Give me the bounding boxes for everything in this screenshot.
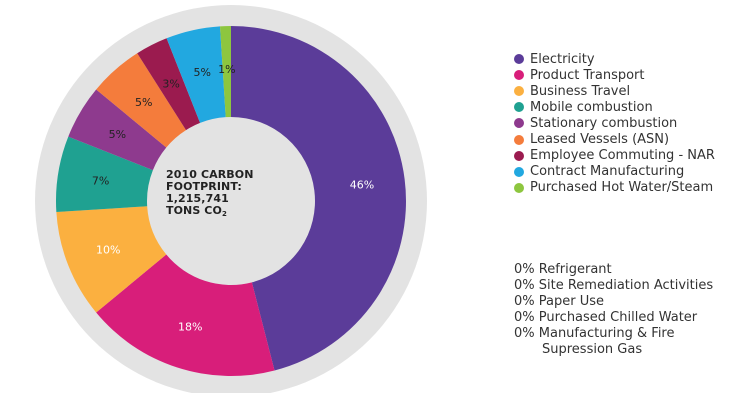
zero-item-label: 0% Manufacturing & Fire: [514, 326, 675, 342]
legend-swatch: [514, 150, 524, 161]
legend-swatch: [514, 70, 524, 81]
zero-item-label: 0% Refrigerant: [514, 262, 612, 277]
legend-item: Stationary combustion: [514, 115, 715, 131]
slice-purchased-hot-water-steam: [220, 26, 231, 118]
legend-swatch: [514, 166, 524, 177]
center-label-line3: 1,215,741: [166, 192, 229, 205]
zero-item-continuation: Supression Gas: [542, 342, 643, 358]
center-label-subscript: 2: [221, 210, 227, 218]
center-label-tons: TONS CO: [166, 204, 222, 217]
slice-stationary-combustion: [68, 89, 167, 171]
slice-electricity: [231, 26, 406, 371]
slice-product-transport: [96, 254, 275, 376]
slice-leased-vessels-asn: [96, 53, 186, 148]
legend-label: Stationary combustion: [530, 115, 678, 131]
legend-item: Product Transport: [514, 67, 715, 83]
slice-label: 3%: [162, 77, 179, 90]
legend-item: Business Travel: [514, 83, 715, 99]
legend-swatch: [514, 86, 524, 97]
legend-label: Leased Vessels (ASN): [530, 132, 670, 148]
center-label-line1: 2010 CARBON: [166, 168, 254, 181]
slice-label: 10%: [96, 244, 120, 257]
slice-business-travel: [56, 206, 167, 313]
legend-swatch: [514, 118, 524, 129]
center-label-line4: TONS CO2: [166, 205, 286, 220]
center-label-line2: FOOTPRINT:: [166, 180, 242, 193]
zero-percent-list: 0% Refrigerant 0% Site Remediation Activi…: [514, 262, 713, 359]
slice-label: 5%: [135, 96, 152, 109]
zero-item-label: 0% Paper Use: [514, 294, 604, 310]
zero-item: 0% Paper Use: [514, 294, 713, 310]
legend-item: Electricity: [514, 51, 715, 67]
slice-label: 5%: [193, 66, 210, 79]
slice-contract-manufacturing: [166, 26, 226, 123]
legend-item: Employee Commuting - NAR: [514, 148, 715, 164]
zero-item-label: 0% Purchased Chilled Water: [514, 310, 698, 326]
zero-item: 0% Refrigerant: [514, 262, 713, 278]
legend-label: Electricity: [530, 51, 595, 67]
zero-item-label: 0% Site Remediation Activities: [514, 278, 714, 294]
slice-mobile-combustion: [55, 136, 153, 212]
legend-swatch: [514, 134, 524, 145]
legend-label: Mobile combustion: [530, 99, 653, 115]
legend-item: Contract Manufacturing: [514, 164, 715, 180]
legend-label: Contract Manufacturing: [530, 164, 685, 180]
zero-item: 0% Manufacturing & Fire Supression Gas: [514, 326, 713, 358]
legend-label: Purchased Hot Water/Steam: [530, 180, 714, 196]
zero-item: 0% Site Remediation Activities: [514, 278, 713, 294]
center-label: 2010 CARBON FOOTPRINT: 1,215,741 TONS CO…: [166, 169, 286, 220]
legend-label: Product Transport: [530, 67, 645, 83]
slice-label: 7%: [92, 174, 109, 187]
legend-item: Purchased Hot Water/Steam: [514, 180, 715, 196]
legend-swatch: [514, 102, 524, 113]
legend-label: Employee Commuting - NAR: [530, 148, 715, 164]
legend: Electricity Product Transport Business Tra…: [514, 51, 715, 196]
slice-label: 46%: [350, 178, 374, 191]
slice-label: 1%: [218, 63, 235, 76]
slice-label: 18%: [178, 321, 202, 334]
legend-item: Mobile combustion: [514, 99, 715, 115]
legend-label: Business Travel: [530, 83, 631, 99]
slice-label: 5%: [109, 128, 126, 141]
legend-item: Leased Vessels (ASN): [514, 131, 715, 147]
legend-swatch: [514, 182, 524, 193]
slice-employee-commuting-nar: [137, 38, 201, 131]
zero-item: 0% Purchased Chilled Water: [514, 310, 713, 326]
legend-swatch: [514, 54, 524, 65]
